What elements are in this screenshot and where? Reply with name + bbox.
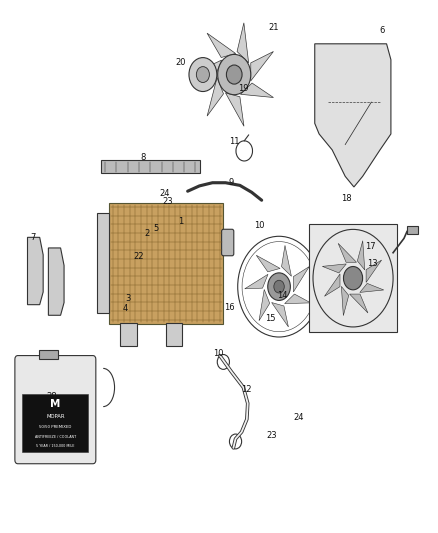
Text: 24: 24 [159, 189, 170, 198]
Bar [22, 394, 88, 452]
Text: 23: 23 [267, 431, 277, 440]
Text: 3: 3 [125, 294, 130, 303]
Text: 9: 9 [229, 178, 234, 187]
Polygon shape [226, 93, 244, 126]
Polygon shape [256, 255, 280, 272]
Polygon shape [357, 241, 365, 270]
Text: 6: 6 [379, 26, 385, 35]
Text: 4: 4 [123, 304, 128, 313]
Bar [309, 224, 397, 332]
Bar [166, 322, 183, 346]
Polygon shape [293, 266, 309, 292]
Polygon shape [28, 237, 43, 305]
Circle shape [343, 266, 363, 290]
Text: 13: 13 [367, 260, 378, 268]
Polygon shape [207, 78, 223, 116]
Text: 28: 28 [46, 392, 57, 401]
Text: 17: 17 [365, 242, 375, 251]
Polygon shape [251, 52, 273, 81]
Polygon shape [315, 44, 391, 187]
Polygon shape [48, 248, 64, 316]
Polygon shape [240, 83, 273, 98]
FancyBboxPatch shape [15, 356, 96, 464]
Polygon shape [259, 289, 270, 321]
Text: 7: 7 [30, 233, 35, 242]
Polygon shape [366, 260, 381, 282]
Text: 5 YEAR / 150,000 MILE: 5 YEAR / 150,000 MILE [36, 444, 74, 448]
Circle shape [226, 65, 242, 84]
Bar [97, 214, 110, 313]
Polygon shape [272, 303, 288, 327]
Text: ANTIFREEZE / COOLANT: ANTIFREEZE / COOLANT [35, 435, 76, 439]
Text: 20: 20 [176, 58, 186, 67]
Text: 8: 8 [140, 154, 145, 163]
Text: 12: 12 [241, 385, 251, 394]
Circle shape [268, 273, 290, 301]
Text: MOPAR: MOPAR [46, 414, 65, 419]
Polygon shape [245, 274, 268, 289]
Text: 50/50 PREMIXED: 50/50 PREMIXED [39, 425, 71, 429]
Circle shape [218, 54, 251, 95]
Polygon shape [360, 284, 384, 293]
Polygon shape [341, 286, 349, 316]
Bar [110, 203, 223, 324]
Text: 15: 15 [265, 314, 276, 323]
Circle shape [274, 280, 284, 293]
Text: 1: 1 [179, 217, 184, 226]
Circle shape [196, 67, 209, 83]
Text: 18: 18 [341, 194, 351, 203]
Polygon shape [350, 294, 368, 313]
Circle shape [189, 58, 217, 92]
Bar [407, 226, 418, 234]
Text: 11: 11 [229, 138, 240, 147]
Text: 21: 21 [268, 23, 279, 33]
Text: 14: 14 [277, 291, 287, 300]
Text: 22: 22 [133, 253, 144, 262]
Polygon shape [322, 264, 346, 273]
Polygon shape [237, 23, 249, 63]
Bar [101, 160, 200, 173]
Polygon shape [338, 244, 357, 262]
Text: 16: 16 [225, 303, 235, 312]
Bar [39, 350, 58, 359]
Polygon shape [191, 60, 222, 76]
Polygon shape [282, 245, 291, 276]
Text: 23: 23 [163, 197, 173, 206]
FancyBboxPatch shape [222, 229, 234, 256]
Bar [120, 322, 137, 346]
Polygon shape [207, 33, 236, 58]
Text: 10: 10 [213, 350, 223, 359]
Text: 2: 2 [145, 229, 150, 238]
Text: 19: 19 [238, 84, 248, 93]
Text: 24: 24 [293, 413, 304, 422]
Polygon shape [325, 274, 340, 296]
Text: 5: 5 [153, 224, 159, 233]
Text: 10: 10 [254, 221, 264, 230]
Text: M: M [50, 399, 60, 409]
Polygon shape [285, 294, 311, 304]
